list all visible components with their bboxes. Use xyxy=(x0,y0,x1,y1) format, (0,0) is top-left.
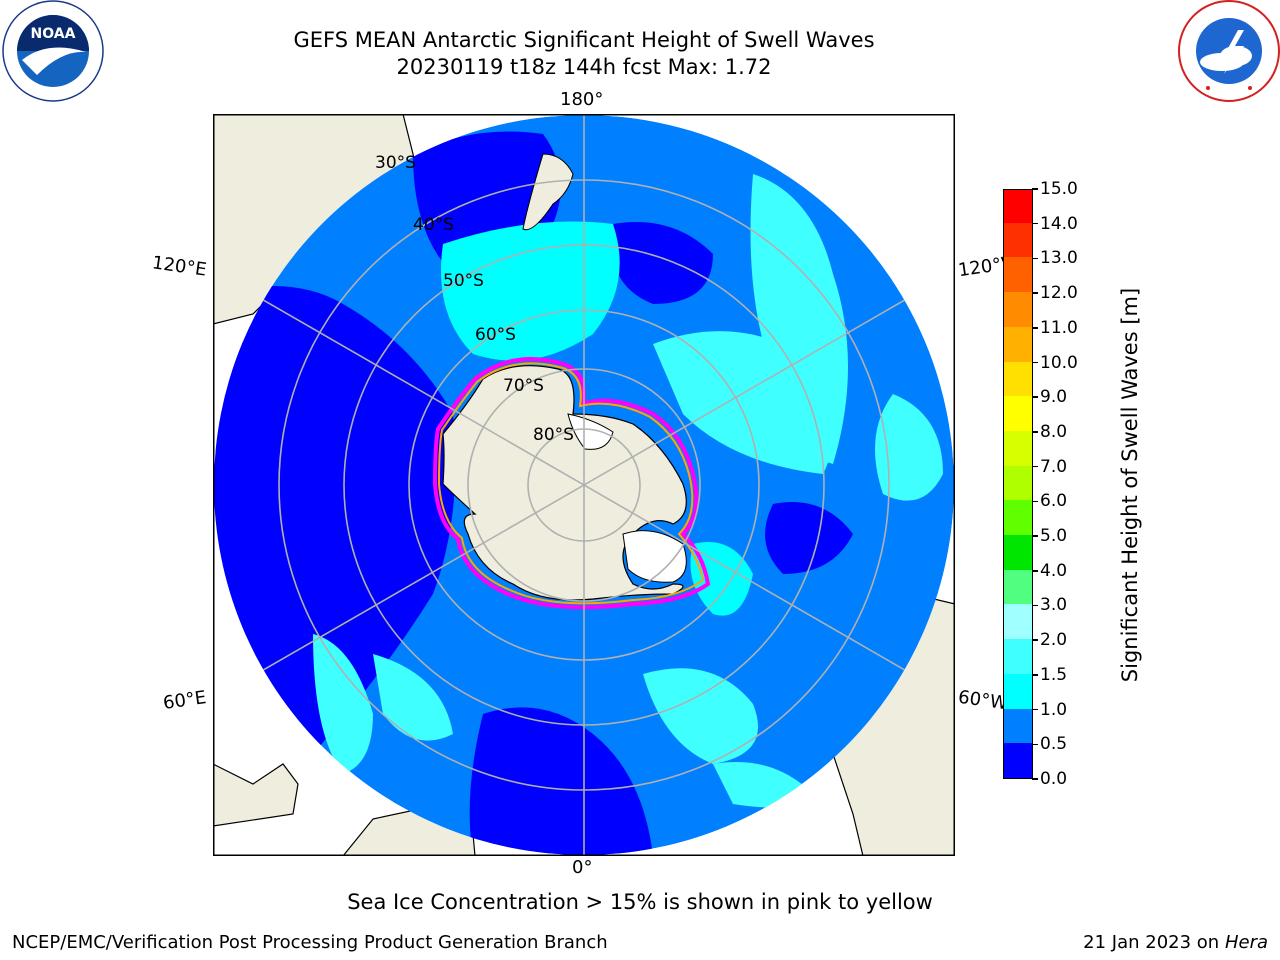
colorbar-segment xyxy=(1004,430,1032,466)
colorbar-segment xyxy=(1004,291,1032,327)
colorbar-segment xyxy=(1004,361,1032,397)
nws-logo xyxy=(1178,0,1280,102)
colorbar-segment xyxy=(1004,395,1032,431)
colorbar-tick-mark xyxy=(1032,257,1038,260)
lat-label-50s: 50°S xyxy=(443,271,484,291)
sea-ice-edge xyxy=(432,357,711,610)
colorbar-label: Significant Height of Swell Waves [m] xyxy=(1118,287,1142,683)
lon-label-120e: 120°E xyxy=(150,252,208,281)
colorbar-tick-mark xyxy=(1032,674,1038,676)
colorbar-tick-mark xyxy=(1032,361,1038,364)
svg-text:NOAA: NOAA xyxy=(31,26,76,42)
low-swell-north xyxy=(611,222,713,304)
colorbar-tick-label: 1.5 xyxy=(1040,664,1068,685)
lat-label-80s: 80°S xyxy=(533,425,574,445)
land-africa xyxy=(213,763,299,827)
colorbar-segment xyxy=(1004,708,1032,744)
colorbar-tick-mark xyxy=(1032,188,1038,190)
lat-label-40s: 40°S xyxy=(413,215,454,235)
colorbar-segment xyxy=(1004,638,1032,674)
colorbar-tick-label: 2.0 xyxy=(1040,630,1068,651)
colorbar-segment xyxy=(1004,603,1032,640)
colorbar-tick-label: 0.0 xyxy=(1040,769,1068,789)
colorbar-segment xyxy=(1004,190,1032,223)
ice-shelf-ross xyxy=(567,413,614,450)
colorbar-tick-mark xyxy=(1032,222,1038,225)
colorbar-segment xyxy=(1004,742,1032,778)
colorbar-tick-label: 8.0 xyxy=(1040,421,1068,442)
chart-title: GEFS MEAN Antarctic Significant Height o… xyxy=(293,28,875,52)
ice-shelf-weddell xyxy=(622,530,687,583)
colorbar-tick-label: 1.0 xyxy=(1040,699,1068,720)
colorbar-tick-label: 11.0 xyxy=(1040,317,1078,338)
colorbar-tick-label: 9.0 xyxy=(1040,387,1068,408)
colorbar-segment xyxy=(1004,222,1032,258)
chart-subtitle: 20230119 t18z 144h fcst Max: 1.72 xyxy=(396,55,772,79)
colorbar-tick-mark xyxy=(1032,500,1038,503)
graticule xyxy=(214,115,954,855)
colorbar-tick-label: 3.0 xyxy=(1040,595,1068,616)
colorbar-tick-label: 6.0 xyxy=(1040,491,1068,512)
colorbar-tick-label: 5.0 xyxy=(1040,526,1068,547)
lon-label-60w: 60°W xyxy=(956,686,1009,715)
lat-label-70s: 70°S xyxy=(503,376,544,396)
swell-patch-5 xyxy=(313,634,373,774)
colorbar-tick-label: 10.0 xyxy=(1040,352,1078,373)
colorbar-tick-mark xyxy=(1032,465,1038,468)
colorbar-tick-mark xyxy=(1032,778,1038,780)
colorbar-tick-label: 4.0 xyxy=(1040,560,1068,581)
low-swell-east xyxy=(765,502,853,574)
machine-name: Hera xyxy=(1224,932,1268,953)
colorbar-tick-mark xyxy=(1032,292,1038,294)
colorbar-tick-mark xyxy=(1032,570,1038,572)
colorbar-segment xyxy=(1004,673,1032,709)
colorbar-segment xyxy=(1004,326,1032,362)
colorbar-tick-mark xyxy=(1032,639,1038,641)
colorbar-tick-label: 13.0 xyxy=(1040,248,1078,269)
colorbar-segment xyxy=(1004,534,1032,570)
colorbar-segment xyxy=(1004,569,1032,605)
credit-line: NCEP/EMC/Verification Post Processing Pr… xyxy=(12,932,608,953)
colorbar-tick-label: 0.5 xyxy=(1040,734,1068,755)
colorbar-tick-label: 15.0 xyxy=(1040,179,1078,199)
colorbar-tick-mark xyxy=(1032,431,1038,433)
colorbar xyxy=(1003,189,1033,779)
colorbar-segment xyxy=(1004,499,1032,536)
colorbar-tick-label: 12.0 xyxy=(1040,283,1078,304)
lat-label-30s: 30°S xyxy=(375,153,416,173)
swell-patch-6 xyxy=(373,654,453,741)
date-text: 21 Jan 2023 on xyxy=(1083,932,1220,953)
colorbar-segment xyxy=(1004,256,1032,293)
lat-label-60s: 60°S xyxy=(475,325,516,345)
low-swell-south xyxy=(469,707,653,855)
colorbar-tick-mark xyxy=(1032,535,1038,537)
date-stamp: 21 Jan 2023 on Hera xyxy=(1083,932,1268,953)
lon-label-0: 0° xyxy=(572,857,593,878)
colorbar-tick-label: 7.0 xyxy=(1040,456,1068,477)
polar-map: 30°S 40°S 50°S 60°S 70°S 80°S xyxy=(213,114,955,856)
colorbar-tick-mark xyxy=(1032,604,1038,607)
noaa-logo: NOAA xyxy=(2,0,104,102)
swell-patch-9 xyxy=(690,542,753,616)
colorbar-tick-mark xyxy=(1032,396,1038,398)
land-newzealand xyxy=(522,153,574,231)
sea-ice-footnote: Sea Ice Concentration > 15% is shown in … xyxy=(347,890,933,914)
colorbar-tick-mark xyxy=(1032,708,1038,711)
swell-patch-7 xyxy=(643,668,758,764)
colorbar-tick-mark xyxy=(1032,327,1038,329)
lon-label-60e: 60°E xyxy=(161,687,208,714)
colorbar-tick-label: 14.0 xyxy=(1040,213,1078,234)
colorbar-tick-mark xyxy=(1032,743,1038,746)
lon-label-180: 180° xyxy=(560,89,604,110)
swell-patch-4 xyxy=(875,394,943,501)
swell-patch-1 xyxy=(441,221,620,361)
colorbar-segment xyxy=(1004,465,1032,501)
